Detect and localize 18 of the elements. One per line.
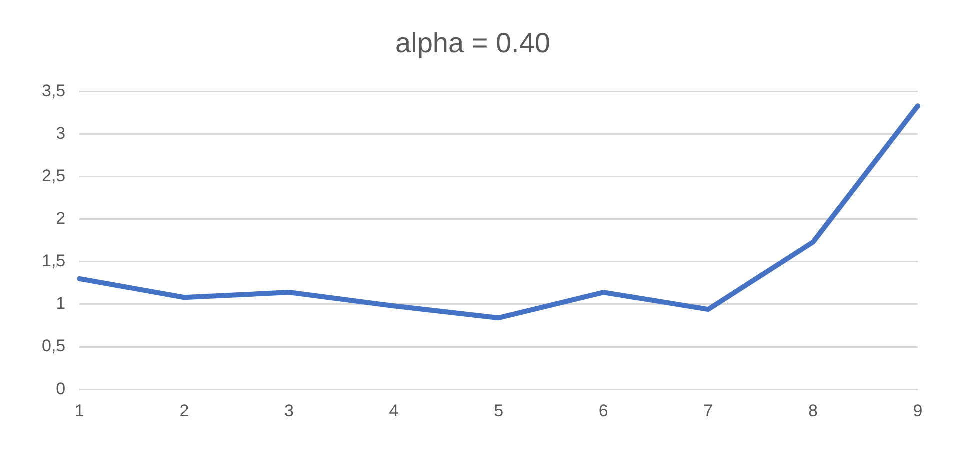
- x-tick-label: 7: [704, 401, 714, 420]
- x-tick-label: 4: [389, 401, 399, 420]
- y-tick-label: 3,5: [42, 81, 66, 100]
- x-tick-label: 2: [180, 401, 190, 420]
- y-tick-label: 3: [56, 124, 66, 143]
- x-tick-label: 5: [494, 401, 504, 420]
- y-tick-label: 0,5: [42, 336, 66, 356]
- x-tick-label: 8: [808, 401, 818, 420]
- y-tick-label: 2: [56, 209, 66, 228]
- x-tick-label: 3: [284, 401, 294, 420]
- y-tick-label: 1: [56, 294, 66, 314]
- x-tick-label: 9: [913, 401, 923, 420]
- y-tick-label: 2,5: [42, 166, 66, 186]
- y-tick-label: 1,5: [42, 252, 66, 271]
- x-tick-label: 6: [598, 401, 608, 420]
- x-tick-label: 1: [74, 401, 84, 420]
- chart-title: alpha = 0.40: [396, 28, 550, 59]
- y-tick-label: 0: [56, 379, 66, 398]
